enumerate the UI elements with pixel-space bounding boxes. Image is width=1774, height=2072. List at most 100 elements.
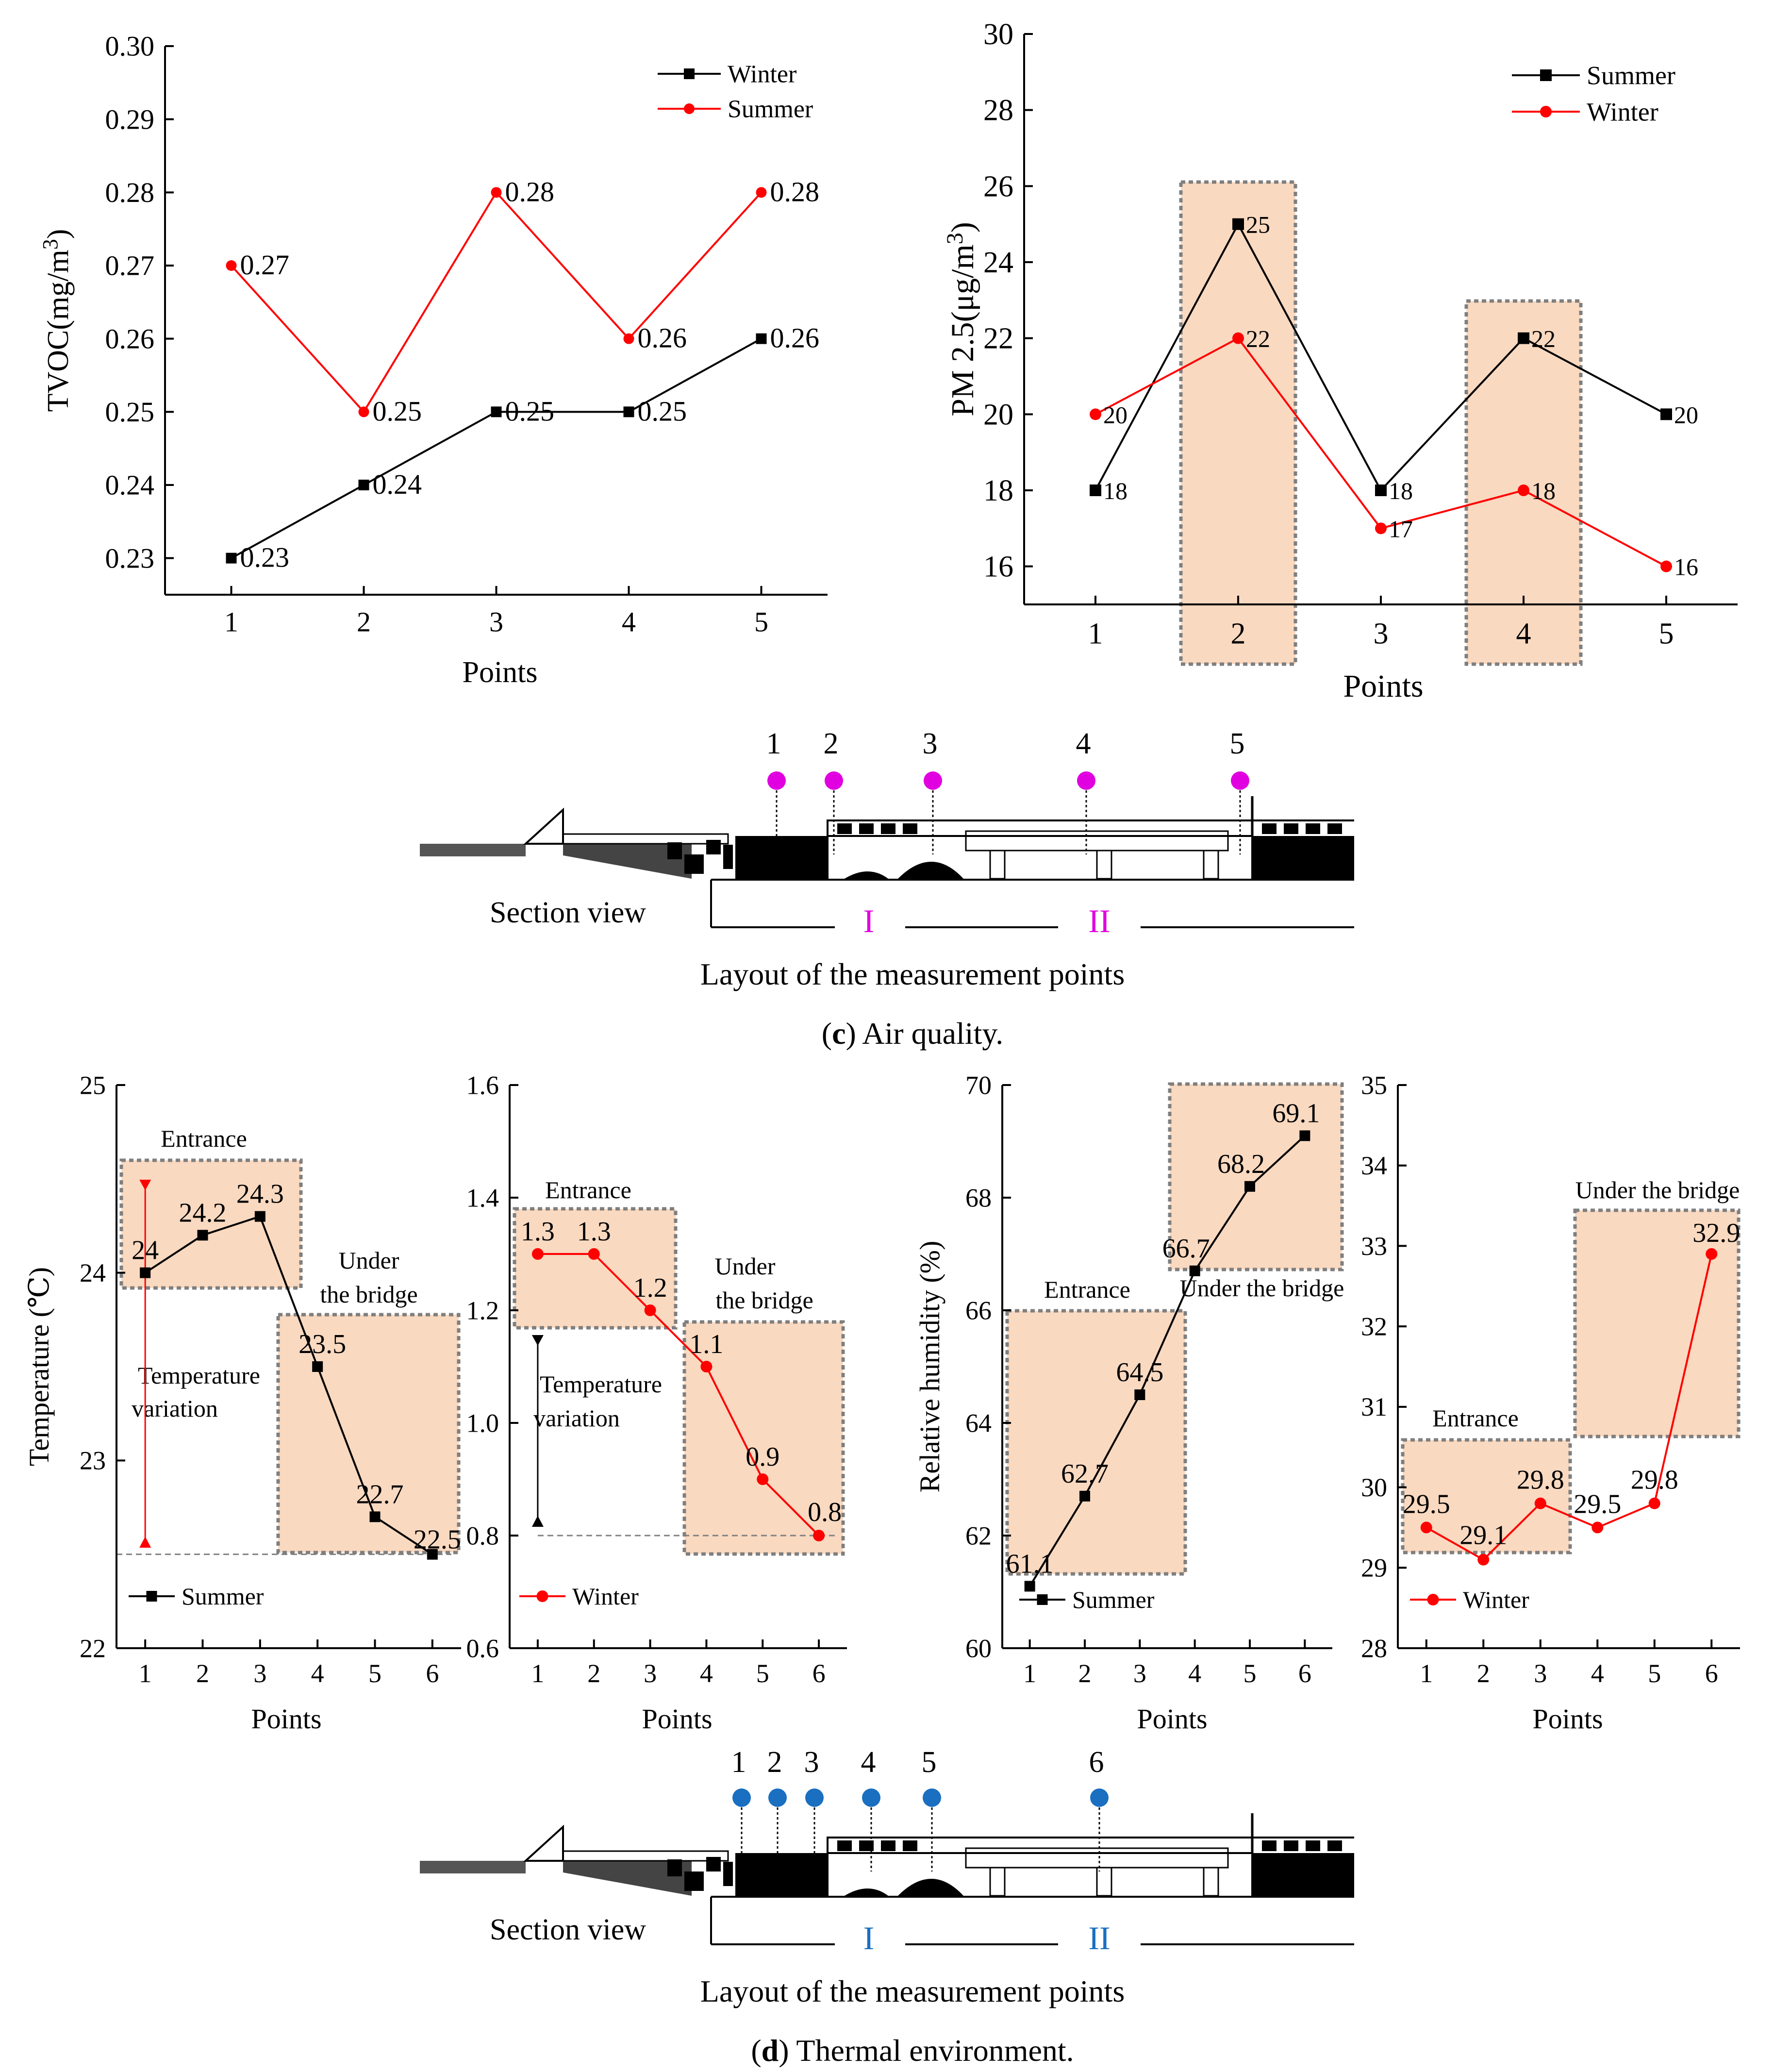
x-axis-label: Points: [1532, 1703, 1603, 1735]
x-axis-label: Points: [1137, 1703, 1207, 1735]
data-point: [1660, 408, 1672, 420]
data-point: [1232, 218, 1244, 230]
x-tick-label: 5: [1659, 618, 1674, 651]
y-tick-label: 62: [965, 1521, 992, 1550]
data-label: 22: [1531, 325, 1556, 352]
series-line-winter: [537, 1253, 820, 1537]
chart-3: Entrance Under the bridge Temperature variat…: [23, 1070, 461, 1735]
railing-block: [1284, 1840, 1298, 1851]
entrance-box: [1005, 1309, 1187, 1576]
measurement-point-marker: [1090, 1788, 1109, 1807]
y-tick-label: 26: [983, 170, 1013, 203]
y-tick-label: 18: [983, 474, 1013, 507]
data-point: [644, 1304, 656, 1316]
data-point: [369, 1511, 381, 1522]
measurement-point-marker: [862, 1788, 880, 1807]
data-label: 0.23: [240, 542, 290, 573]
data-point: [1189, 1265, 1200, 1276]
highlight-box-point-2: [1179, 180, 1297, 666]
bridge-pier: [1203, 850, 1219, 880]
y-tick-label: 16: [983, 551, 1013, 584]
x-tick-label: 5: [368, 1659, 381, 1688]
railing-block: [1327, 1840, 1342, 1851]
y-tick-label: 66: [965, 1296, 992, 1325]
data-label: 18: [1389, 477, 1413, 504]
point-number: 4: [1076, 727, 1091, 760]
data-point: [1648, 1497, 1660, 1509]
y-tick-label: 20: [983, 398, 1013, 431]
y-tick-label: 25: [80, 1070, 106, 1100]
ramp-wall: [523, 1824, 564, 1862]
data-label: 1.3: [577, 1217, 611, 1247]
data-point: [1518, 485, 1529, 496]
data-point: [757, 1473, 769, 1485]
mound: [845, 871, 888, 879]
data-point: [312, 1361, 323, 1372]
legend-marker: [684, 68, 695, 79]
chart-2: 16 18 20 22 24 26 28 30 1 2 3 4 5 Points PM 2.5(μg/m3)…: [942, 18, 1738, 704]
y-tick-label: 0.24: [105, 469, 155, 501]
y-tick-label: 22: [983, 322, 1013, 355]
zone-label: II: [1088, 1920, 1110, 1956]
x-tick-label: 3: [644, 1659, 657, 1688]
data-label: 61.1: [1006, 1549, 1054, 1579]
data-point: [1299, 1130, 1310, 1141]
y-tick-label: 1.4: [466, 1183, 499, 1212]
variation-arrow-head: [139, 1537, 151, 1548]
x-tick-label: 6: [812, 1659, 826, 1688]
highlight-box-point-4: [1464, 299, 1583, 666]
legend-label: Winter: [572, 1583, 639, 1610]
legend-label: Summer: [1072, 1586, 1155, 1613]
y-tick-label: 28: [1361, 1634, 1387, 1663]
building-block: [667, 842, 682, 859]
section-view-label: Section view: [490, 896, 646, 929]
data-label: 22.7: [356, 1479, 404, 1509]
legend-marker: [1427, 1594, 1439, 1605]
data-label: 18: [1103, 477, 1127, 504]
railing-block: [837, 1840, 852, 1851]
data-point: [1477, 1554, 1490, 1566]
data-label: 20: [1674, 401, 1698, 428]
zone-label: I: [863, 902, 875, 939]
measurement-point-marker: [767, 771, 786, 790]
x-tick-label: 1: [224, 606, 238, 637]
railing-block: [859, 823, 874, 834]
x-tick-label: 4: [700, 1659, 713, 1688]
railing-block: [1306, 823, 1320, 834]
panel-caption: (d) Thermal environment.: [751, 2033, 1074, 2068]
data-point: [1420, 1521, 1432, 1534]
data-point: [140, 1267, 151, 1278]
data-point: [1518, 332, 1529, 344]
legend-marker: [1037, 1594, 1048, 1605]
data-label: 0.28: [770, 176, 820, 207]
x-tick-label: 1: [1088, 618, 1103, 651]
point-number: 3: [804, 1746, 819, 1779]
building-block: [706, 1857, 721, 1871]
data-label: 0.28: [505, 176, 555, 207]
legend-label: Winter: [728, 61, 796, 88]
road-slab: [420, 844, 526, 856]
data-point: [226, 260, 237, 271]
legend-marker: [146, 1591, 157, 1602]
x-tick-label: 4: [311, 1659, 324, 1688]
railing-block: [1262, 1840, 1277, 1851]
data-point: [1706, 1248, 1718, 1260]
point-number: 5: [922, 1746, 937, 1779]
data-point: [531, 1248, 544, 1260]
data-label: 0.25: [505, 395, 555, 427]
data-point: [1375, 522, 1387, 535]
data-label: 23.5: [298, 1329, 346, 1359]
data-label: 17: [1389, 515, 1413, 542]
chart-5: Entrance Under the bridge 60 62 64 66 68 70 1 2 3 4…: [914, 1070, 1344, 1735]
under-bridge-label: Under: [339, 1247, 399, 1274]
zone-label: II: [1088, 902, 1110, 939]
data-point: [623, 406, 634, 418]
data-label: 0.26: [770, 322, 820, 354]
data-point: [1232, 332, 1244, 344]
y-tick-label: 0.23: [105, 542, 155, 574]
layout-caption: Layout of the measurement points: [700, 957, 1125, 991]
right-building: [1252, 1853, 1354, 1897]
x-tick-label: 2: [587, 1659, 600, 1688]
